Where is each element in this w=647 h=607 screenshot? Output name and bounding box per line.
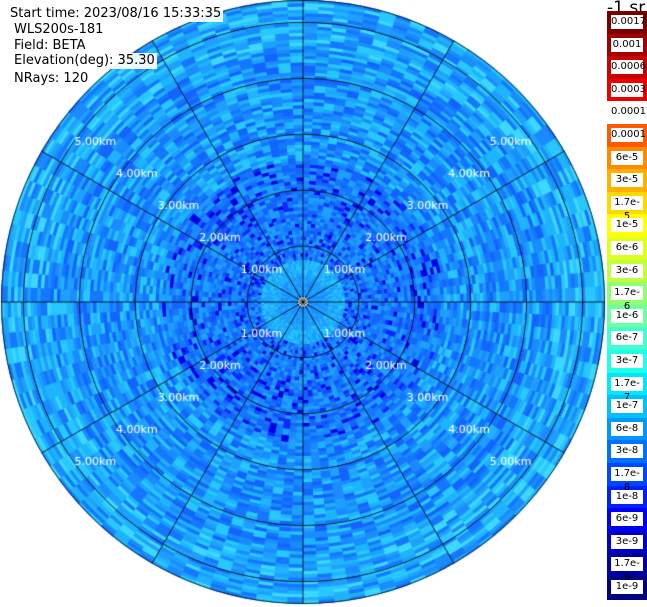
- ppi-plot: [0, 0, 607, 607]
- colorbar-label: 1e-9: [611, 580, 643, 594]
- colorbar-label: 0.001: [611, 37, 643, 52]
- colorbar-label: 1.7e-7: [611, 376, 643, 403]
- colorbar-label: 1.7e-8: [611, 467, 643, 493]
- colorbar-label: 1e-8: [611, 489, 643, 504]
- colorbar-label: 6e-9: [611, 512, 643, 527]
- elevation: Elevation(deg): 35.30: [12, 53, 157, 69]
- start-time: Start time: 2023/08/16 15:33:35: [8, 6, 224, 22]
- colorbar-label: 0.0017: [611, 15, 646, 29]
- colorbar-label: 0.0006: [611, 60, 646, 75]
- colorbar-label: 1e-6: [611, 308, 643, 323]
- device-name: WLS200s-181: [12, 22, 106, 38]
- colorbar-label: 0.00017: [611, 105, 647, 120]
- colorbar-label: 1.7e-6: [611, 286, 643, 312]
- colorbar-label: 3e-9: [611, 534, 643, 549]
- colorbar-label: 3e-6: [611, 263, 643, 278]
- colorbar-label: 3e-8: [611, 444, 643, 459]
- colorbar-label: 0.0001: [611, 128, 646, 142]
- field-name: Field: BETA: [12, 38, 88, 54]
- colorbar-label: 0.0003: [611, 82, 646, 97]
- nrays: NRays: 120: [12, 71, 91, 87]
- colorbar-label: 1.7e-5: [611, 195, 643, 222]
- colorbar-label: 6e-7: [611, 331, 643, 346]
- colorbar-label: 3e-5: [611, 173, 643, 188]
- colorbar-label: 1e-5: [611, 218, 643, 233]
- colorbar-label: 6e-8: [611, 421, 643, 436]
- colorbar-label: 1.7e-9: [611, 557, 643, 583]
- colorbar-label: 6e-6: [611, 241, 643, 255]
- colorbar-label: 6e-5: [611, 150, 643, 165]
- colorbar-label: 1e-7: [611, 399, 643, 414]
- colorbar-label: 3e-7: [611, 354, 643, 368]
